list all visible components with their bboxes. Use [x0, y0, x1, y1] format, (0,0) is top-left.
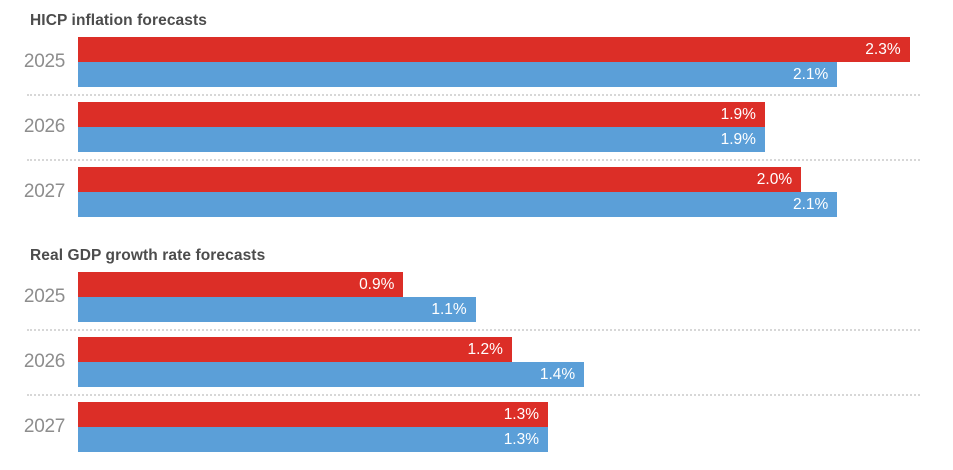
bar-value-label: 2.0%: [756, 171, 793, 188]
rows: 2025 0.9% 1.1% 2026 1.2% 1.4% 2027 1.3% 1.3%: [0, 272, 953, 452]
bar-value-label: 2.1%: [792, 66, 829, 83]
category-row: 2025 2.3% 2.1%: [0, 37, 953, 87]
bar-blue: 2.1%: [78, 192, 838, 217]
section-title-gdp: Real GDP growth rate forecasts: [30, 247, 266, 264]
category-label: 2026: [23, 351, 65, 372]
bar-value-label: 1.9%: [720, 106, 756, 123]
bar-value-label: 1.3%: [503, 406, 540, 423]
category-row: 2026 1.2% 1.4%: [0, 337, 953, 387]
bar-track: 0.9% 1.1%: [78, 272, 953, 322]
bar-blue: 2.1%: [78, 62, 838, 87]
bar-red: 0.9%: [78, 272, 404, 297]
row-separator: [27, 152, 920, 161]
bar-blue: 1.1%: [78, 297, 476, 322]
category-row: 2025 0.9% 1.1%: [0, 272, 953, 322]
bar-track: 1.9% 1.9%: [78, 102, 953, 152]
category-label: 2025: [23, 286, 65, 307]
bar-track: 2.0% 2.1%: [78, 167, 953, 217]
category-row: 2027 1.3% 1.3%: [0, 402, 953, 452]
category-label: 2027: [23, 416, 65, 437]
row-separator: [27, 322, 920, 331]
rows: 2025 2.3% 2.1% 2026 1.9% 1.9% 2027 2.0% 2.1%: [0, 37, 953, 217]
bar-blue: 1.9%: [78, 127, 765, 152]
bar-red: 1.2%: [78, 337, 512, 362]
bar-blue: 1.3%: [78, 427, 549, 452]
bar-value-label: 1.2%: [467, 341, 503, 358]
bar-red: 1.9%: [78, 102, 765, 127]
bar-value-label: 1.4%: [539, 366, 576, 383]
bar-value-label: 1.1%: [431, 301, 467, 318]
category-label: 2026: [23, 116, 65, 137]
row-separator: [27, 87, 920, 96]
bar-track: 2.3% 2.1%: [78, 37, 953, 87]
category-label: 2027: [23, 181, 65, 202]
bar-value-label: 1.3%: [503, 431, 540, 448]
section-title-hicp: HICP inflation forecasts: [30, 12, 207, 29]
bar-value-label: 2.1%: [792, 196, 829, 213]
bar-value-label: 1.9%: [720, 131, 756, 148]
bar-track: 1.3% 1.3%: [78, 402, 953, 452]
section-hicp-inflation: HICP inflation forecasts 2025 2.3% 2.1% 202…: [0, 13, 953, 217]
category-row: 2026 1.9% 1.9%: [0, 102, 953, 152]
row-separator: [27, 387, 920, 396]
bar-blue: 1.4%: [78, 362, 585, 387]
bar-value-label: 2.3%: [865, 41, 901, 58]
bar-value-label: 0.9%: [359, 276, 395, 293]
section-real-gdp-growth: Real GDP growth rate forecasts 2025 0.9% 1…: [0, 248, 953, 452]
bar-red: 2.0%: [78, 167, 802, 192]
bar-red: 1.3%: [78, 402, 549, 427]
category-row: 2027 2.0% 2.1%: [0, 167, 953, 217]
category-label: 2025: [23, 51, 65, 72]
bar-red: 2.3%: [78, 37, 910, 62]
bar-track: 1.2% 1.4%: [78, 337, 953, 387]
